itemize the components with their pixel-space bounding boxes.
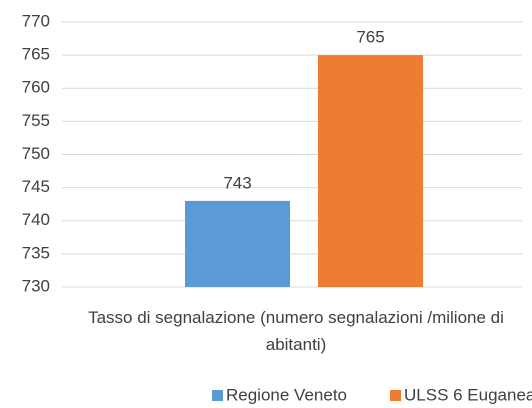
legend-swatch	[212, 390, 223, 401]
y-tick-label: 765	[22, 45, 50, 64]
data-label: 765	[356, 28, 384, 47]
y-tick-label: 730	[22, 276, 50, 295]
y-tick-label: 740	[22, 210, 50, 229]
legend-swatch	[390, 390, 401, 401]
y-tick-label: 755	[22, 111, 50, 130]
data-label: 743	[223, 173, 251, 192]
y-tick-label: 735	[22, 243, 50, 262]
legend-label: ULSS 6 Euganea	[404, 385, 532, 404]
y-tick-label: 750	[22, 144, 50, 163]
bar	[318, 55, 423, 287]
y-tick-label: 760	[22, 78, 50, 97]
bar	[185, 200, 290, 287]
y-tick-label: 770	[22, 11, 50, 30]
x-tick-label: Tasso di segnalazione (numero segnalazio…	[88, 308, 504, 354]
y-tick-label: 745	[22, 177, 50, 196]
legend-label: Regione Veneto	[226, 385, 347, 404]
